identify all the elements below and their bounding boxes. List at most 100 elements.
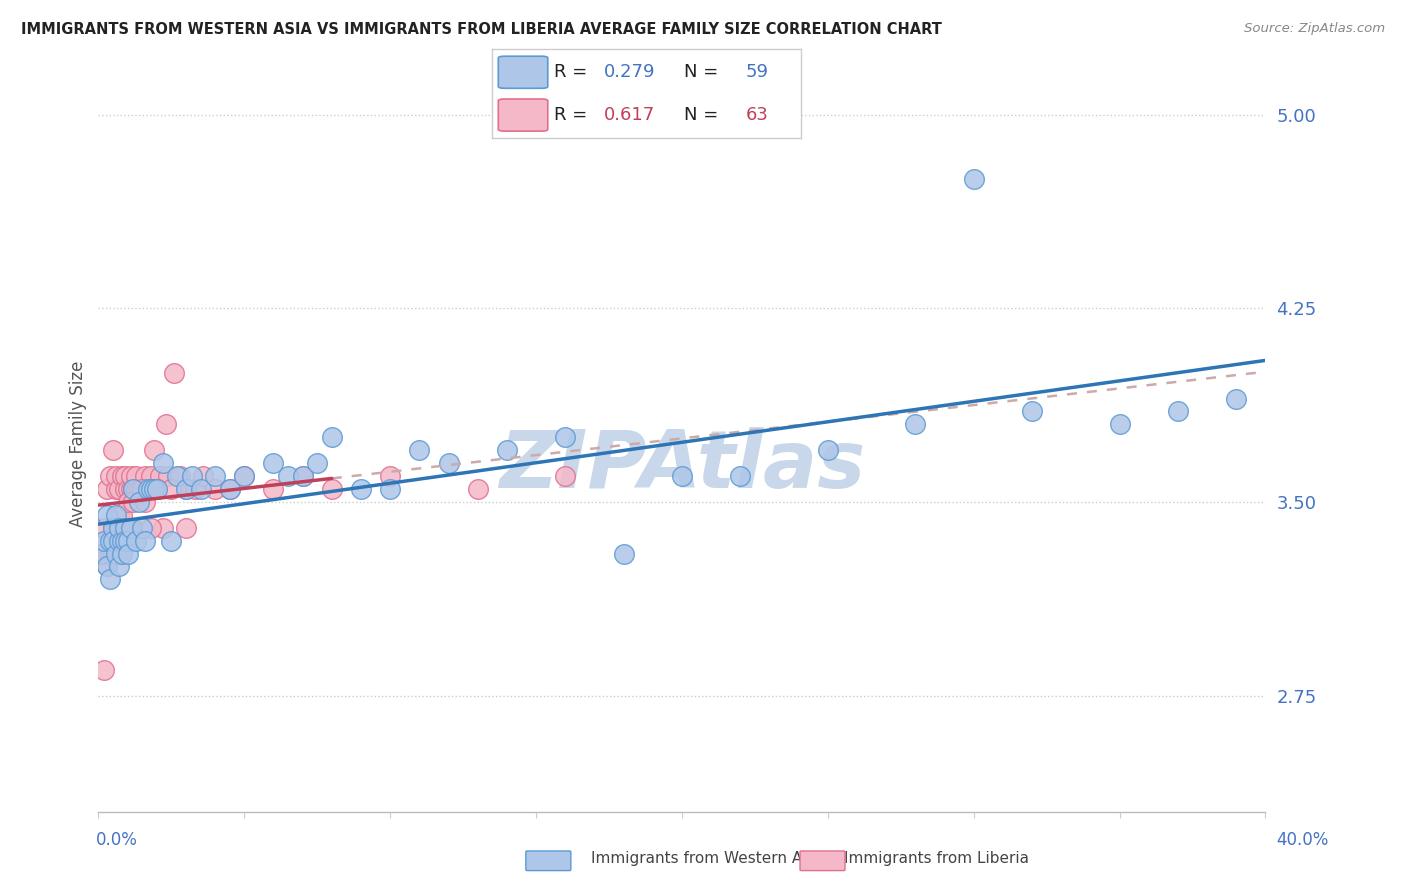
Point — [136, 482, 159, 496]
Point — [101, 533, 124, 548]
Point — [321, 482, 343, 496]
Point — [111, 533, 134, 548]
Text: IMMIGRANTS FROM WESTERN ASIA VS IMMIGRANTS FROM LIBERIA AVERAGE FAMILY SIZE CORR: IMMIGRANTS FROM WESTERN ASIA VS IMMIGRAN… — [21, 22, 942, 37]
Point — [380, 482, 402, 496]
Text: 59: 59 — [745, 63, 769, 81]
Point — [90, 547, 112, 561]
Point — [93, 533, 115, 548]
Text: Immigrants from Western Asia: Immigrants from Western Asia — [591, 851, 824, 865]
Point — [904, 417, 927, 432]
Point — [111, 521, 134, 535]
Point — [166, 469, 188, 483]
Point — [193, 469, 215, 483]
Point — [108, 559, 131, 574]
Point — [131, 482, 153, 496]
Point — [96, 559, 118, 574]
Point — [131, 482, 153, 496]
Point — [98, 572, 121, 586]
Point — [1108, 417, 1130, 432]
FancyBboxPatch shape — [498, 56, 548, 88]
Point — [96, 508, 118, 522]
Point — [111, 508, 134, 522]
Point — [114, 521, 136, 535]
Point — [554, 430, 576, 444]
Point — [117, 495, 139, 509]
Point — [98, 469, 121, 483]
Text: ZIPAtlas: ZIPAtlas — [499, 427, 865, 505]
Point — [114, 533, 136, 548]
Point — [125, 533, 148, 548]
Y-axis label: Average Family Size: Average Family Size — [69, 360, 87, 527]
Point — [128, 482, 150, 496]
Point — [277, 469, 299, 483]
Point — [218, 482, 240, 496]
Point — [437, 456, 460, 470]
Point — [612, 547, 634, 561]
Point — [128, 495, 150, 509]
Point — [134, 495, 156, 509]
Point — [117, 533, 139, 548]
Point — [142, 443, 165, 458]
Point — [98, 533, 121, 548]
Point — [218, 482, 240, 496]
Point — [122, 482, 145, 496]
Point — [291, 469, 314, 483]
Point — [163, 366, 186, 380]
Point — [139, 469, 162, 483]
Point — [496, 443, 519, 458]
Point — [117, 547, 139, 561]
Point — [104, 521, 127, 535]
Point — [1225, 392, 1247, 406]
Point — [96, 482, 118, 496]
Point — [114, 482, 136, 496]
Point — [125, 469, 148, 483]
Point — [104, 482, 127, 496]
Point — [1167, 404, 1189, 418]
Point — [104, 547, 127, 561]
Text: 40.0%: 40.0% — [1277, 831, 1329, 849]
Text: R =: R = — [554, 63, 593, 81]
Point — [108, 521, 131, 535]
Point — [160, 533, 183, 548]
Point — [233, 469, 256, 483]
Text: R =: R = — [554, 106, 593, 124]
Point — [350, 482, 373, 496]
Point — [730, 469, 752, 483]
Point — [554, 469, 576, 483]
Point — [104, 508, 127, 522]
Point — [380, 469, 402, 483]
Point — [104, 469, 127, 483]
Point — [120, 521, 142, 535]
Point — [149, 469, 172, 483]
Point — [174, 482, 197, 496]
Text: 0.0%: 0.0% — [96, 831, 138, 849]
Text: Immigrants from Liberia: Immigrants from Liberia — [844, 851, 1029, 865]
Point — [169, 469, 191, 483]
Point — [111, 547, 134, 561]
Point — [134, 469, 156, 483]
Point — [114, 469, 136, 483]
Point — [817, 443, 839, 458]
Point — [467, 482, 489, 496]
Point — [111, 469, 134, 483]
FancyBboxPatch shape — [498, 99, 548, 131]
Point — [101, 547, 124, 561]
Text: N =: N = — [683, 106, 724, 124]
Point — [108, 547, 131, 561]
Point — [204, 482, 226, 496]
Text: 0.279: 0.279 — [603, 63, 655, 81]
Text: Source: ZipAtlas.com: Source: ZipAtlas.com — [1244, 22, 1385, 36]
Point — [122, 521, 145, 535]
Point — [204, 469, 226, 483]
Point — [120, 469, 142, 483]
Point — [262, 482, 284, 496]
Point — [98, 547, 121, 561]
Text: 0.617: 0.617 — [603, 106, 655, 124]
Point — [408, 443, 430, 458]
Point — [139, 521, 162, 535]
Point — [117, 521, 139, 535]
Point — [262, 456, 284, 470]
Point — [190, 482, 212, 496]
Point — [134, 533, 156, 548]
Point — [671, 469, 693, 483]
